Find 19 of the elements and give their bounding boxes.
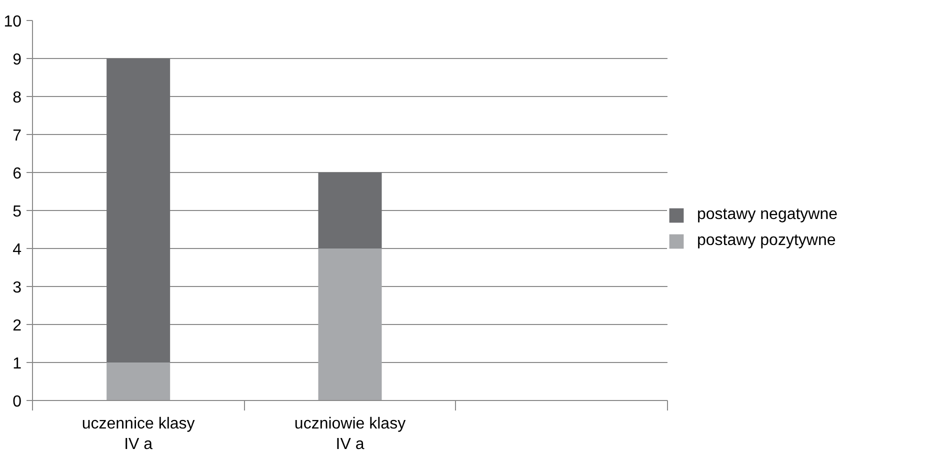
- bar: [106, 362, 170, 400]
- legend-label: postawy negatywne: [697, 206, 838, 224]
- y-tick-label: 4: [12, 242, 22, 258]
- x-tick-label: uczennice klasy IV a: [82, 416, 195, 453]
- legend-label: postawy pozytywne: [697, 232, 836, 250]
- y-tick-label: 1: [12, 356, 22, 372]
- y-tick-label: 8: [12, 90, 22, 106]
- y-tick-label: 7: [12, 128, 22, 144]
- y-tick-label: 0: [12, 394, 22, 410]
- y-tick-label: 6: [12, 166, 22, 182]
- bar: [318, 248, 382, 400]
- y-tick-label: 5: [12, 204, 22, 220]
- y-tick-label: 2: [12, 318, 22, 334]
- bar: [318, 172, 382, 248]
- x-tick-label: uczniowie klasy IV a: [294, 416, 406, 453]
- bar: [106, 58, 170, 362]
- y-tick-label: 3: [12, 280, 22, 296]
- y-tick-label: 9: [12, 52, 22, 68]
- y-tick-label: 10: [4, 14, 22, 30]
